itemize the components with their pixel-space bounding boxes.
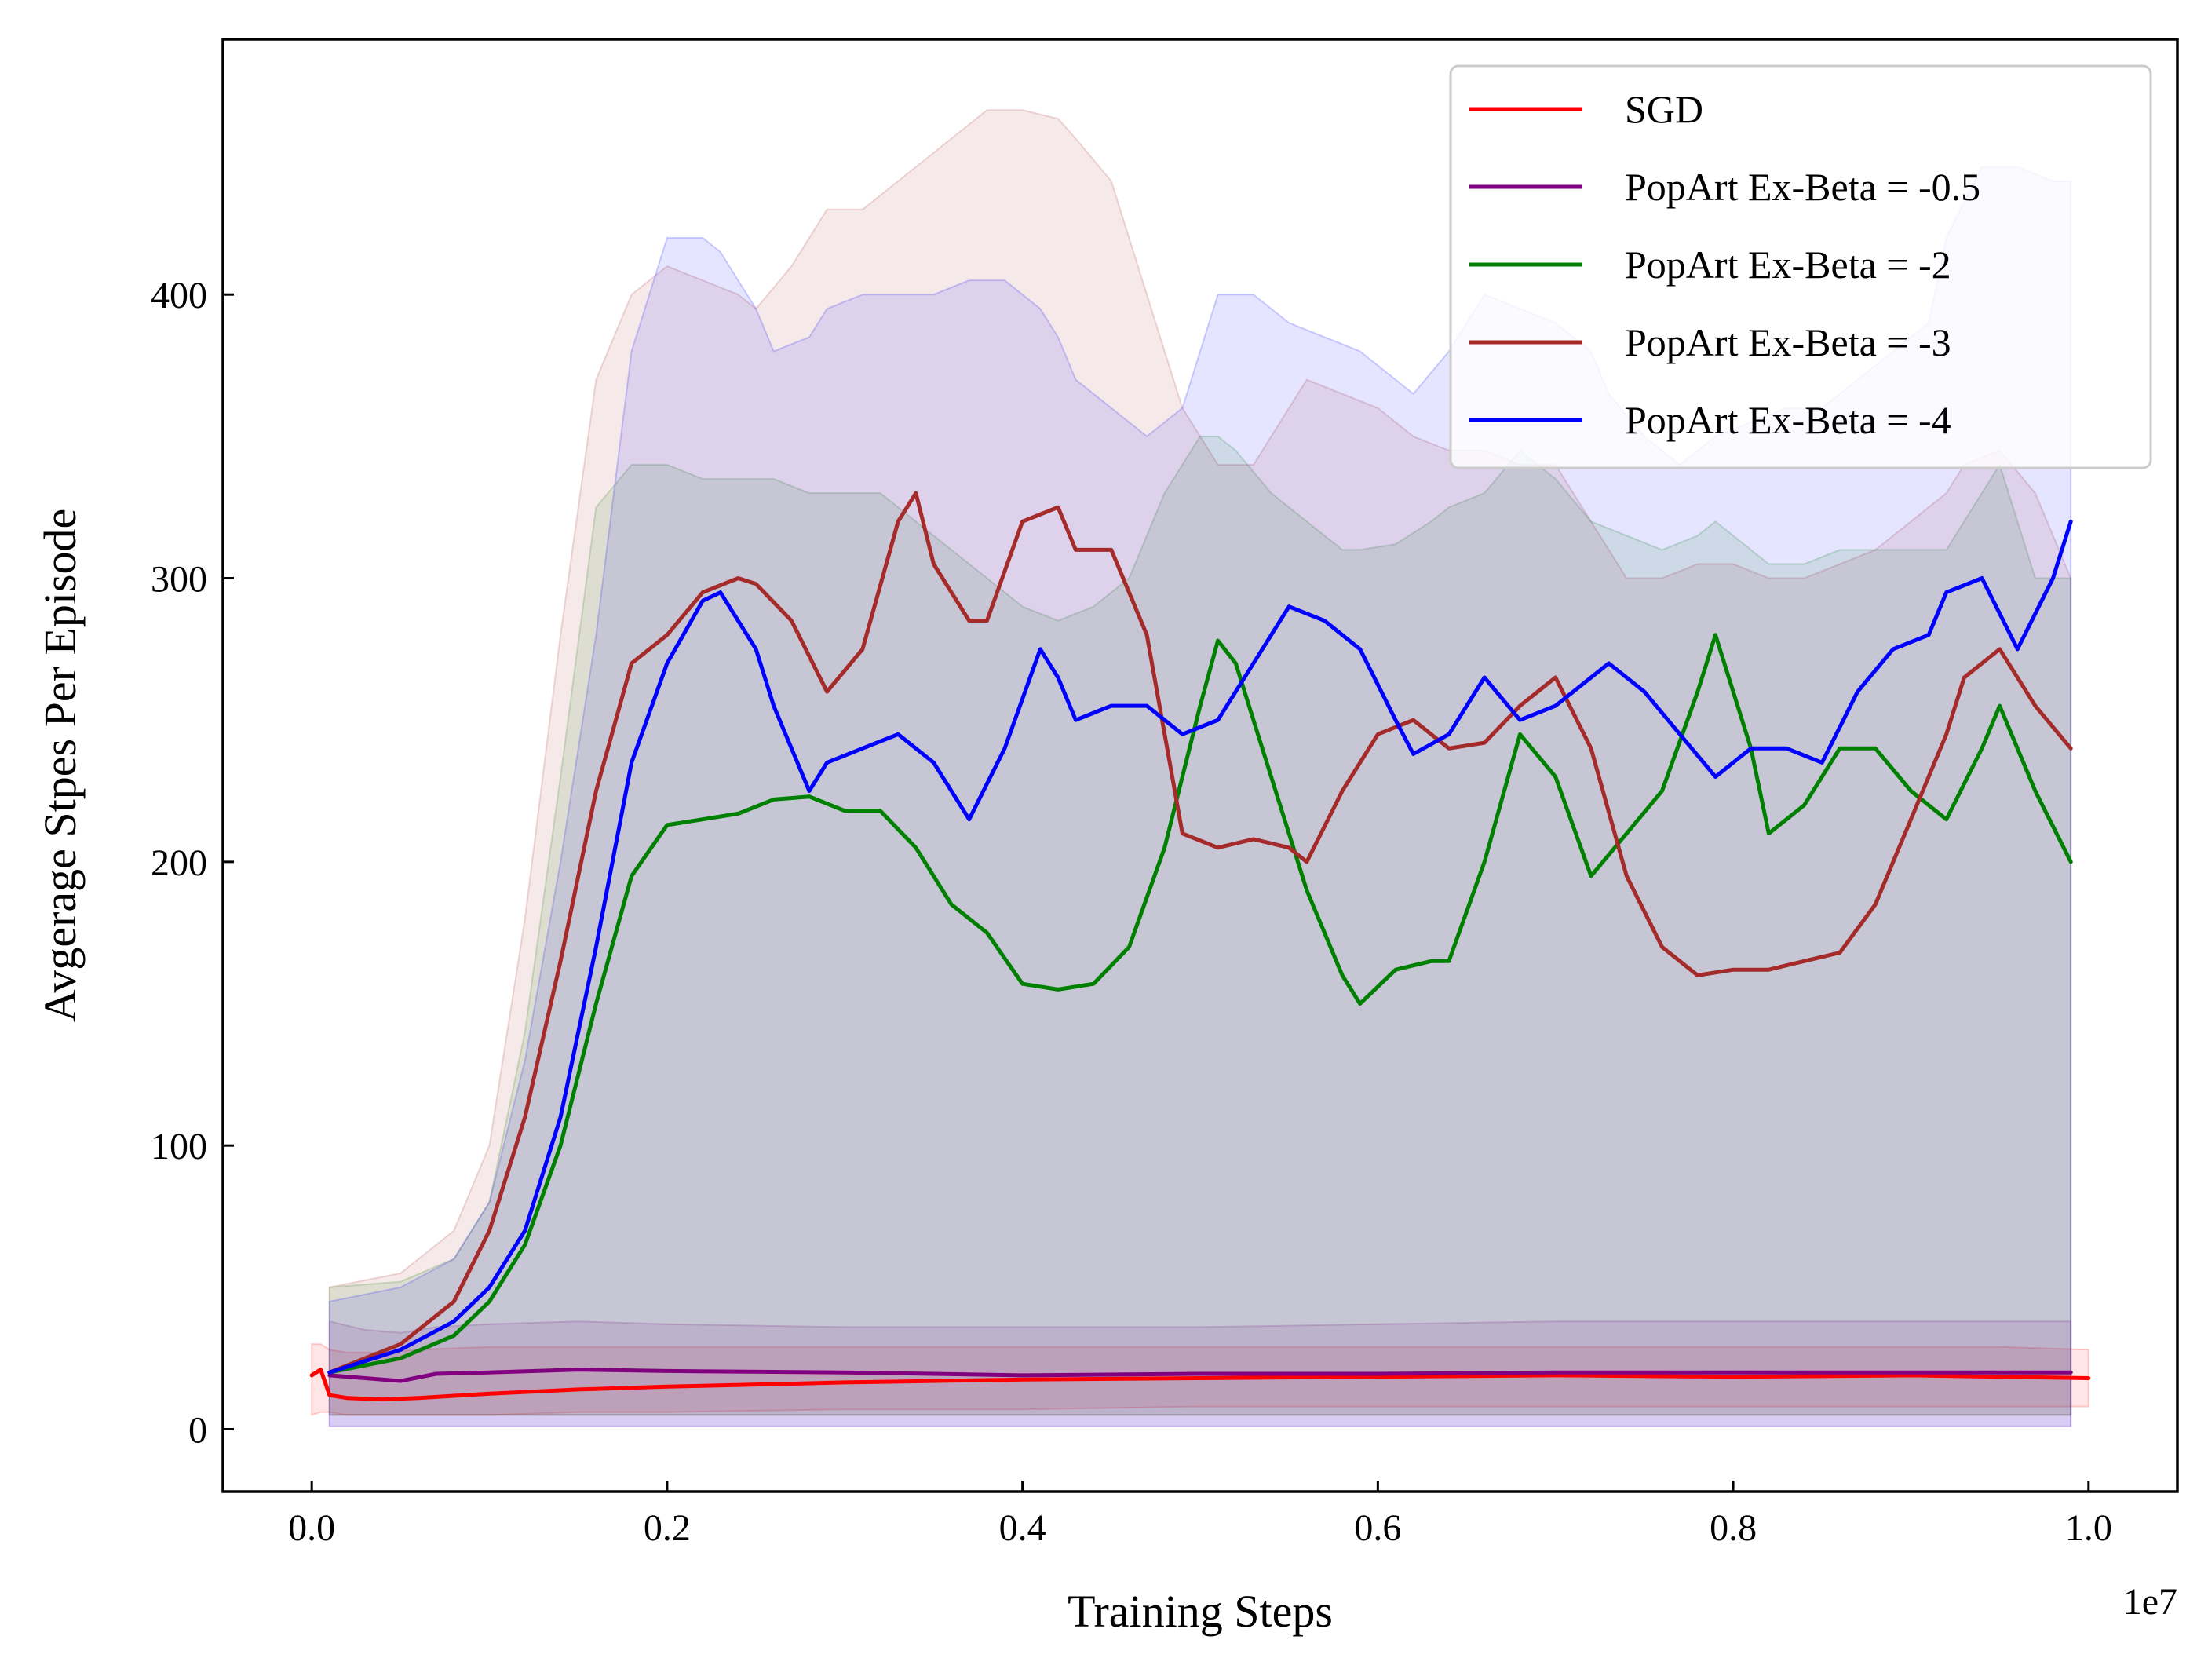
- line-popart-ex-beta-4: [327, 519, 2073, 1375]
- legend-box: [1449, 64, 2152, 469]
- legend-label-popart-ex-beta-2: PopArt Ex-Beta = -2: [1625, 243, 1951, 287]
- x-tick-label: 1.0: [2065, 1507, 2112, 1549]
- line-popart-ex-beta-2: [327, 633, 2073, 1375]
- y-tick-label: 400: [151, 275, 207, 316]
- y-tick-label: 200: [151, 842, 207, 884]
- line-popart-ex-beta-0-5: [327, 1368, 2073, 1383]
- series-lines: [309, 491, 2091, 1402]
- plot-frame: [221, 38, 2179, 1493]
- x-tick-label: 0.6: [1354, 1507, 1401, 1549]
- legend-items: SGD PopArt Ex-Beta = -0.5 PopArt Ex-Beta =…: [1469, 87, 1980, 442]
- legend-label-popart-ex-beta-4: PopArt Ex-Beta = -4: [1625, 398, 1951, 442]
- x-axis-label: Training Steps: [1068, 1586, 1333, 1637]
- x-axis-offset-label: 1e7: [2123, 1581, 2177, 1623]
- legend-label-popart-ex-beta-0-5: PopArt Ex-Beta = -0.5: [1625, 165, 1980, 209]
- band-popart-ex-beta-4: [328, 166, 2072, 1427]
- line-sgd: [309, 1368, 2091, 1402]
- legend: SGD PopArt Ex-Beta = -0.5 PopArt Ex-Beta =…: [1449, 64, 2152, 469]
- band-popart-ex-beta-3: [328, 109, 2072, 1416]
- y-tick-label: 0: [188, 1410, 207, 1452]
- x-tick-label: 0.8: [1710, 1507, 1757, 1549]
- y-tick-label: 100: [151, 1126, 207, 1167]
- line-popart-ex-beta-3: [327, 491, 2073, 1375]
- x-axis: 0.0 0.2 0.4 0.6 0.8 1.0: [288, 1481, 2112, 1549]
- y-axis-label: Avgerage Stpes Per Episode: [35, 509, 86, 1022]
- legend-label-popart-ex-beta-3: PopArt Ex-Beta = -3: [1625, 320, 1951, 364]
- y-axis: 0 100 200 300 400: [151, 275, 234, 1452]
- x-tick-label: 0.0: [288, 1507, 335, 1549]
- legend-label-sgd: SGD: [1625, 87, 1703, 131]
- y-tick-label: 300: [151, 559, 207, 601]
- x-tick-label: 0.2: [644, 1507, 691, 1549]
- x-tick-label: 0.4: [999, 1507, 1046, 1549]
